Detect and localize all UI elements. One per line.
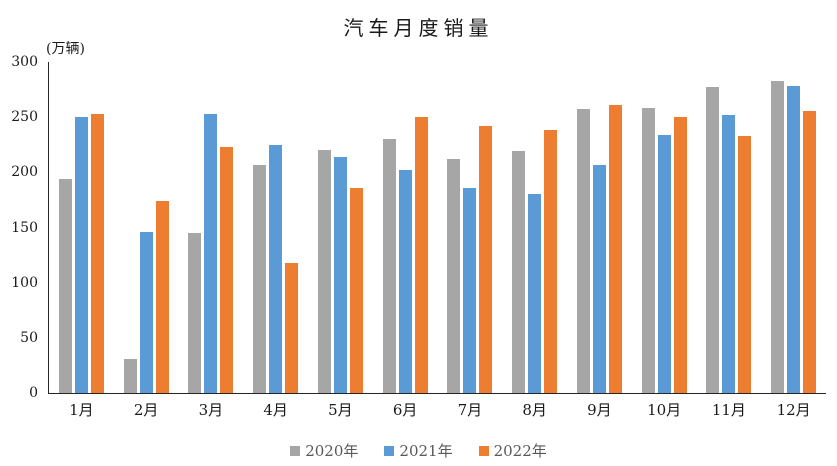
chart-title: 汽车月度销量	[343, 16, 494, 40]
bar-2020年-6月	[382, 139, 396, 393]
bar-2022年-11月	[738, 135, 752, 393]
bar-2022年-5月	[349, 187, 363, 393]
bar-2021年-6月	[398, 170, 412, 393]
bar-2022年-12月	[803, 110, 817, 393]
y-axis-tick-250: 250	[11, 109, 38, 126]
y-axis-line	[48, 62, 49, 393]
x-axis-label-12月: 12月	[776, 401, 811, 419]
x-axis-label-9月: 9月	[587, 401, 612, 419]
bar-2021年-2月	[139, 231, 153, 393]
bar-2022年-7月	[479, 126, 493, 393]
x-axis-label-4月: 4月	[263, 401, 288, 419]
bar-group-4月	[243, 62, 308, 393]
x-axis-label-11月: 11月	[711, 401, 746, 419]
x-axis-label-10月: 10月	[647, 401, 682, 419]
bar-2021年-4月	[269, 144, 283, 393]
x-axis-label-7月: 7月	[457, 401, 483, 419]
bar-2022年-2月	[155, 201, 169, 393]
bar-group-11月	[697, 62, 762, 393]
bar-group-9月	[567, 62, 632, 393]
x-axis-label-2月: 2月	[133, 401, 159, 419]
bar-2020年-9月	[576, 109, 590, 393]
x-axis-label-5月: 5月	[328, 401, 353, 419]
legend-label: 2022年	[493, 442, 547, 460]
bar-group-6月	[373, 62, 438, 393]
bar-2021年-11月	[722, 115, 736, 393]
bar-2022年-9月	[608, 105, 622, 393]
bar-group-5月	[308, 62, 373, 393]
bar-2021年-9月	[592, 164, 606, 393]
plot-area	[49, 62, 826, 393]
x-axis-labels: 1月 2月 3月 4月 5月 6月 7月 8月 9月 10月 11月 12月	[49, 399, 826, 420]
bar-group-12月	[761, 62, 826, 393]
bar-2020年-11月	[706, 87, 720, 393]
legend-item-2021年: 2021年	[384, 440, 453, 461]
bar-2021年-10月	[657, 134, 671, 393]
bar-group-8月	[502, 62, 567, 393]
x-axis-line	[48, 393, 826, 394]
y-axis-tick-200: 200	[11, 164, 38, 181]
bar-2020年-2月	[123, 358, 137, 393]
bar-2021年-8月	[528, 194, 542, 393]
bar-2020年-10月	[641, 108, 655, 393]
bar-2022年-3月	[220, 147, 234, 393]
bar-2020年-1月	[58, 179, 72, 393]
legend-item-2020年: 2020年	[290, 440, 358, 461]
bar-2021年-5月	[333, 156, 347, 393]
bar-group-10月	[632, 62, 697, 393]
bar-2022年-10月	[673, 117, 687, 393]
legend-label: 2020年	[305, 442, 359, 460]
bar-group-2月	[114, 62, 179, 393]
y-axis-tick-0: 0	[29, 385, 38, 401]
y-axis-tick-50: 50	[20, 329, 38, 346]
x-axis-label-3月: 3月	[198, 401, 224, 419]
bar-2021年-1月	[74, 117, 88, 393]
legend-label: 2021年	[399, 442, 453, 460]
legend-item-2022年: 2022年	[478, 440, 547, 461]
legend-swatch-2022年	[478, 445, 489, 456]
legend: 2020年 2021年 2022年	[0, 440, 837, 461]
bar-2022年-6月	[414, 117, 428, 393]
bar-2020年-7月	[447, 159, 461, 393]
bar-group-7月	[438, 62, 503, 393]
bar-2020年-5月	[317, 150, 331, 393]
bar-2022年-4月	[285, 262, 299, 393]
y-axis-tick-150: 150	[11, 219, 38, 236]
legend-swatch-2020年	[290, 445, 301, 456]
bar-group-3月	[179, 62, 244, 393]
bar-2022年-1月	[90, 113, 104, 393]
x-axis-label-1月: 1月	[69, 401, 94, 419]
x-axis-label-6月: 6月	[392, 401, 418, 419]
x-axis-label-8月: 8月	[522, 401, 547, 419]
bar-2021年-12月	[787, 86, 801, 393]
bar-2020年-8月	[512, 151, 526, 393]
y-axis-tick-300: 300	[11, 54, 38, 70]
bar-2020年-12月	[771, 80, 785, 393]
bar-2021年-7月	[463, 187, 477, 393]
legend-swatch-2021年	[384, 445, 395, 456]
bar-2021年-3月	[204, 113, 218, 393]
bar-2020年-4月	[253, 164, 267, 393]
y-axis-tick-100: 100	[11, 274, 38, 291]
bar-group-1月	[49, 62, 114, 393]
bar-2020年-3月	[188, 233, 202, 393]
y-axis-unit-label: (万辆)	[46, 41, 85, 57]
bar-2022年-8月	[544, 130, 558, 393]
